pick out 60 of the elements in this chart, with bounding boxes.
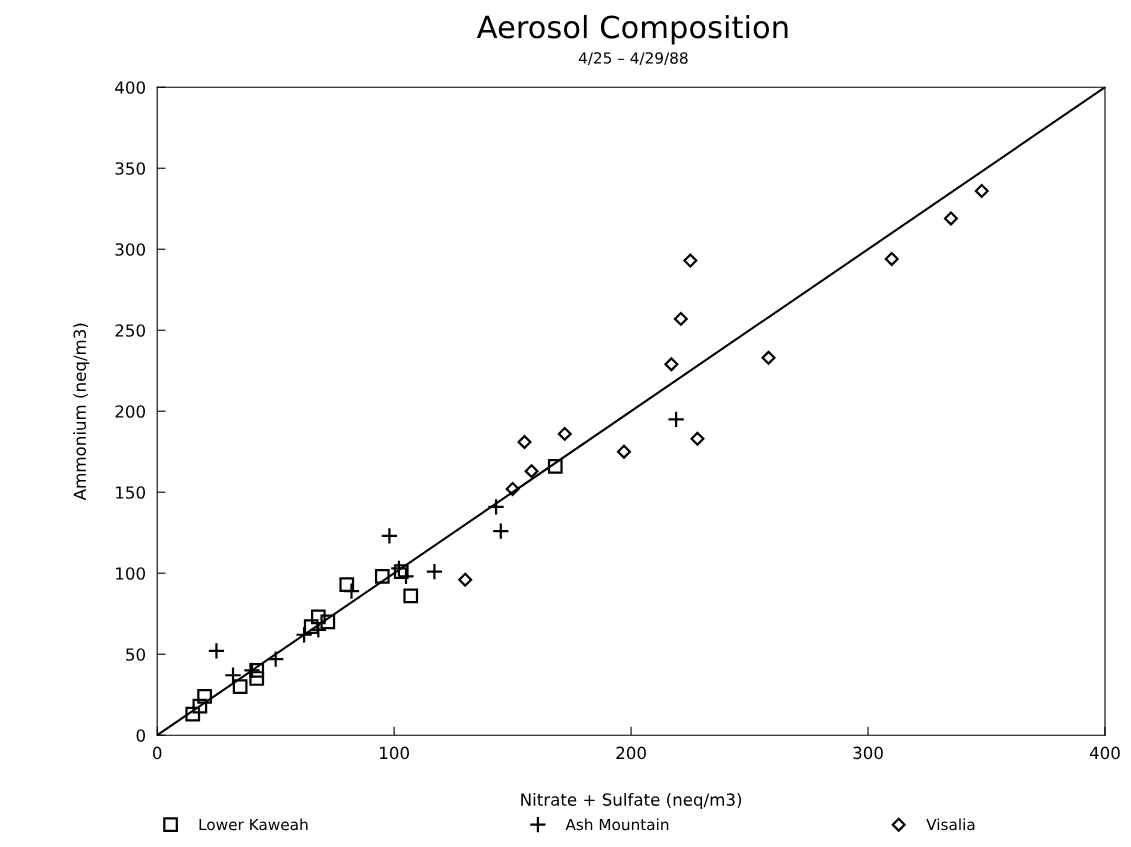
x-tick-label: 100 <box>380 746 409 760</box>
point <box>374 569 390 584</box>
point <box>310 609 326 625</box>
point <box>197 688 212 704</box>
x-tick-label: 300 <box>853 746 883 760</box>
point <box>342 582 361 600</box>
point <box>884 251 899 266</box>
point <box>380 527 399 545</box>
point <box>243 661 261 680</box>
y-tick-label: 250 <box>115 324 145 337</box>
point <box>690 431 705 446</box>
point <box>249 663 265 678</box>
point <box>667 410 685 429</box>
point <box>458 572 473 587</box>
point <box>403 588 419 604</box>
point <box>517 434 532 449</box>
point <box>232 679 248 694</box>
point <box>492 522 510 540</box>
point <box>524 464 539 479</box>
point <box>303 619 319 635</box>
legend-label: Ash Mountain <box>565 818 669 831</box>
y-tick-label: 150 <box>116 486 145 499</box>
point <box>397 567 415 586</box>
point <box>249 671 265 686</box>
y-tick-label: 400 <box>115 81 145 94</box>
point <box>547 458 563 474</box>
legend-label: Visalia <box>926 818 975 831</box>
point <box>487 498 505 516</box>
point <box>761 350 776 365</box>
y-axis-title: Ammonium (neq/m3) <box>73 323 90 501</box>
point <box>224 666 242 685</box>
point <box>683 253 698 268</box>
y-tick-label: 100 <box>116 567 145 580</box>
y-tick-label: 200 <box>115 405 145 418</box>
point <box>664 357 679 372</box>
chart-subtitle: 4/25 – 4/29/88 <box>578 52 688 65</box>
point <box>320 614 336 630</box>
point <box>390 559 408 578</box>
legend-label: Lower Kaweah <box>199 818 308 831</box>
point <box>295 626 313 644</box>
chart-title: Aerosol Composition <box>476 14 788 45</box>
point <box>185 706 201 722</box>
x-tick-label: 400 <box>1089 746 1120 760</box>
y-tick-label: 0 <box>136 729 145 742</box>
point <box>207 642 226 660</box>
y-tick-label: 300 <box>115 243 145 256</box>
point <box>943 211 958 226</box>
y-tick-label: 350 <box>115 162 145 175</box>
point <box>425 562 444 581</box>
x-tick-label: 0 <box>153 746 162 760</box>
point <box>673 311 688 326</box>
point <box>616 444 631 459</box>
point <box>974 183 989 198</box>
point <box>192 698 208 714</box>
point <box>339 577 355 592</box>
point <box>557 426 572 441</box>
x-axis-title: Nitrate + Sulfate (neq/m3) <box>521 792 742 810</box>
point <box>393 564 409 579</box>
x-tick-label: 200 <box>616 746 646 760</box>
y-tick-label: 50 <box>126 648 145 661</box>
